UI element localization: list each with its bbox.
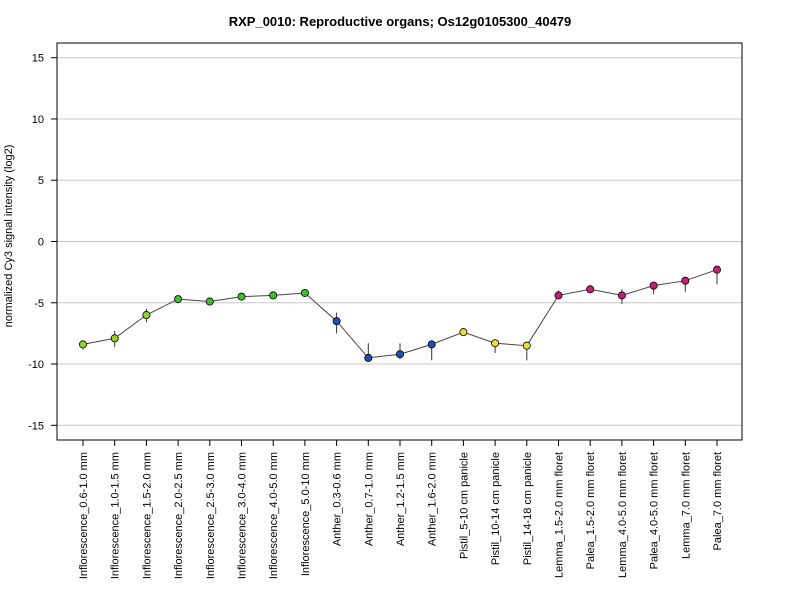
error-bars bbox=[82, 267, 718, 361]
x-tick-label: Lemma_7.0 mm floret bbox=[680, 452, 692, 559]
data-point bbox=[459, 328, 468, 337]
data-point bbox=[174, 295, 183, 304]
y-tick-label: -5 bbox=[34, 298, 44, 310]
y-tick-label: -10 bbox=[28, 359, 44, 371]
data-point bbox=[554, 291, 563, 300]
x-tick-label: Inflorescence_1.0-1.5 mm bbox=[110, 452, 122, 579]
data-point bbox=[586, 285, 595, 294]
x-tick-label: Palea_1.5-2.0 mm floret bbox=[585, 452, 597, 569]
data-point bbox=[364, 353, 373, 362]
y-tick-label: 15 bbox=[32, 53, 44, 65]
x-tick-label: Inflorescence_5.0-10 mm bbox=[300, 452, 312, 576]
data-point bbox=[395, 350, 404, 359]
x-tick-label: Anther_1.2-1.5 mm bbox=[395, 452, 407, 546]
data-point bbox=[427, 340, 436, 349]
data-point bbox=[681, 276, 690, 285]
x-tick-label: Inflorescence_4.0-5.0 mm bbox=[268, 452, 280, 579]
data-point bbox=[142, 311, 151, 320]
data-point bbox=[522, 341, 531, 350]
data-point bbox=[110, 334, 119, 343]
x-tick-label: Anther_1.6-2.0 mm bbox=[427, 452, 439, 546]
data-points bbox=[79, 265, 722, 362]
data-point bbox=[649, 281, 658, 290]
y-tick-label: 0 bbox=[38, 237, 44, 249]
x-tick-label: Inflorescence_2.0-2.5 mm bbox=[173, 452, 185, 579]
x-tick-label: Pistil_10-14 cm panicle bbox=[490, 452, 502, 565]
x-tick-label: Anther_0.7-1.0 mm bbox=[363, 452, 375, 546]
data-point bbox=[300, 288, 309, 297]
x-tick-label: Inflorescence_3.0-4.0 mm bbox=[237, 452, 249, 579]
x-tick-label: Pistil_5-10 cm panicle bbox=[458, 452, 470, 559]
y-axis-label: normalized Cy3 signal intensity (log2) bbox=[3, 145, 15, 328]
data-point bbox=[617, 291, 626, 300]
x-tick-label: Pistil_14-18 cm panicle bbox=[522, 452, 534, 565]
data-point bbox=[713, 265, 722, 274]
x-tick-label: Lemma_1.5-2.0 mm floret bbox=[554, 452, 566, 578]
data-point bbox=[269, 291, 278, 300]
data-point bbox=[332, 317, 341, 326]
axes: -15 -10 -5 0 5 10 15 Inflorescence_0.6-1.0 mm In… bbox=[28, 53, 724, 579]
x-tick-label: Lemma_4.0-5.0 mm floret bbox=[617, 452, 629, 578]
y-tick-label: -15 bbox=[28, 420, 44, 432]
x-tick-label: Anther_0.3-0.6 mm bbox=[332, 452, 344, 546]
data-point bbox=[205, 297, 214, 306]
y-tick-label: 5 bbox=[38, 175, 44, 187]
grid-lines bbox=[57, 57, 742, 426]
x-tick-label: Inflorescence_1.5-2.0 mm bbox=[141, 452, 153, 579]
x-tick-label: Palea_7.0 mm floret bbox=[712, 452, 724, 550]
x-tick-label: Inflorescence_0.6-1.0 mm bbox=[78, 452, 90, 579]
chart-title: RXP_0010: Reproductive organs; Os12g0105… bbox=[229, 14, 572, 29]
x-tick-label: Palea_4.0-5.0 mm floret bbox=[649, 452, 661, 569]
data-point bbox=[491, 339, 500, 348]
data-point bbox=[237, 292, 246, 301]
data-point bbox=[79, 340, 88, 349]
y-tick-label: 10 bbox=[32, 114, 44, 126]
plot-frame bbox=[56, 42, 743, 441]
x-tick-label: Inflorescence_2.5-3.0 mm bbox=[205, 452, 217, 579]
